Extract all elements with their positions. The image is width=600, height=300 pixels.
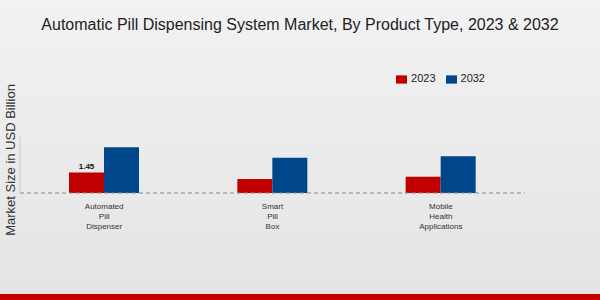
svg-text:Pill: Pill <box>99 212 110 221</box>
html-text:Market Size in USD Billion: Market Size in USD Billion <box>2 84 18 236</box>
svg-text:Pill: Pill <box>267 212 278 221</box>
svg-text:Applications: Applications <box>419 222 462 231</box>
svg-text:Smart: Smart <box>262 202 284 211</box>
html-text:Automatic Pill Dispensing Syst: Automatic Pill Dispensing System Market,… <box>41 16 559 33</box>
svg-text:Automated: Automated <box>85 202 124 211</box>
svg-text:Dispenser: Dispenser <box>86 222 122 231</box>
svg-text:Box: Box <box>266 222 280 231</box>
html-text:2023: 2023 <box>411 72 436 84</box>
html-text:2032: 2032 <box>460 72 485 84</box>
svg-text:Mobile: Mobile <box>429 202 453 211</box>
svg-text:1.45: 1.45 <box>79 162 95 171</box>
svg-text:Health: Health <box>429 212 452 221</box>
